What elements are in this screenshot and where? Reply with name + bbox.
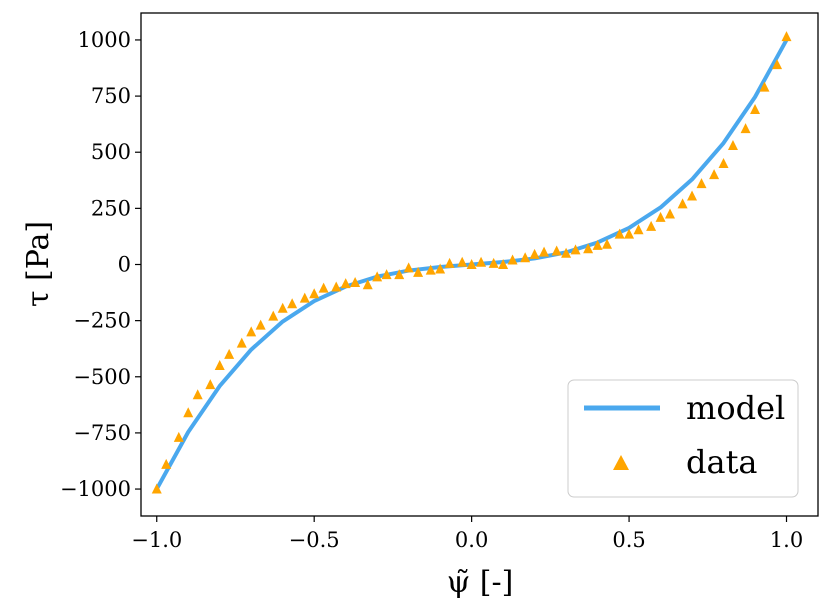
data-point xyxy=(413,266,424,277)
data-point xyxy=(759,81,770,92)
data-point xyxy=(520,252,531,263)
data-point xyxy=(614,228,625,239)
data-point xyxy=(236,337,247,348)
data-point xyxy=(287,298,298,309)
data-point xyxy=(183,407,194,418)
data-point xyxy=(696,178,707,189)
data-point xyxy=(309,288,320,299)
data-point xyxy=(381,269,392,280)
data-point xyxy=(350,276,361,287)
data-point xyxy=(268,310,279,321)
data-point xyxy=(727,139,738,150)
data-point xyxy=(457,256,468,267)
data-point xyxy=(488,257,499,268)
data-point xyxy=(435,263,446,274)
y-ticks: 1000 750 500 250 0 −250 −500 −750 −1000 xyxy=(60,28,141,501)
plot-series xyxy=(151,31,792,494)
y-tick-label: −1000 xyxy=(60,477,131,501)
y-tick-label: 750 xyxy=(91,84,131,108)
y-tick-label: −250 xyxy=(73,309,131,333)
data-point xyxy=(633,224,644,235)
y-tick-label: −750 xyxy=(73,421,131,445)
data-point xyxy=(466,259,477,269)
data-point xyxy=(570,244,581,255)
data-point xyxy=(646,220,657,231)
data-point xyxy=(687,190,698,201)
data-point xyxy=(318,282,329,293)
data-point xyxy=(403,262,414,273)
data-point xyxy=(331,281,342,292)
data-point xyxy=(224,348,235,359)
data-point xyxy=(677,198,688,209)
data-point xyxy=(192,389,203,400)
y-tick-label: 1000 xyxy=(78,28,131,52)
data-point xyxy=(507,254,518,265)
data-point xyxy=(425,264,436,275)
data-point xyxy=(551,245,562,256)
data-point xyxy=(583,243,594,254)
y-tick-label: −500 xyxy=(73,365,131,389)
x-tick-label: 1.0 xyxy=(770,528,803,552)
data-point xyxy=(709,169,720,180)
data-point xyxy=(444,257,455,268)
legend: model data xyxy=(567,379,799,498)
x-ticks: −1.0 −0.5 0.0 0.5 1.0 xyxy=(131,516,803,552)
data-point xyxy=(602,238,613,249)
data-point xyxy=(246,326,257,337)
data-point xyxy=(205,379,216,390)
data-point xyxy=(161,458,172,469)
data-point xyxy=(561,247,572,258)
y-axis-label: τ [Pa] xyxy=(21,221,56,307)
data-point xyxy=(498,259,509,269)
legend-data-label: data xyxy=(686,443,758,481)
x-tick-label: 0.5 xyxy=(612,528,645,552)
data-point xyxy=(476,256,487,267)
data-point xyxy=(340,278,351,289)
x-tick-label: −1.0 xyxy=(131,528,182,552)
data-point xyxy=(740,123,751,134)
data-point xyxy=(718,157,729,168)
data-point xyxy=(362,279,373,290)
data-point xyxy=(539,246,550,257)
y-tick-label: 250 xyxy=(91,196,131,220)
data-point xyxy=(255,319,266,330)
data-point xyxy=(750,104,761,115)
y-tick-label: 500 xyxy=(91,140,131,164)
x-tick-label: −0.5 xyxy=(289,528,340,552)
x-axis-label: ψ̃ [-] xyxy=(447,565,514,600)
data-point xyxy=(529,248,540,259)
data-point xyxy=(592,239,603,250)
plot-frame xyxy=(140,12,819,517)
data-point xyxy=(772,59,783,70)
data-point xyxy=(394,269,405,280)
y-tick-label: 0 xyxy=(118,253,131,277)
data-point xyxy=(173,431,184,442)
data-point xyxy=(655,211,666,222)
legend-model-label: model xyxy=(686,389,785,427)
x-tick-label: 0.0 xyxy=(455,528,488,552)
data-point xyxy=(781,31,792,42)
legend-data-swatch xyxy=(613,455,629,470)
data-point xyxy=(665,208,676,219)
data-point xyxy=(624,228,635,239)
data-point xyxy=(151,483,162,494)
data-point xyxy=(214,360,225,371)
data-point xyxy=(277,302,288,313)
data-point xyxy=(299,292,310,303)
data-point xyxy=(372,271,383,282)
